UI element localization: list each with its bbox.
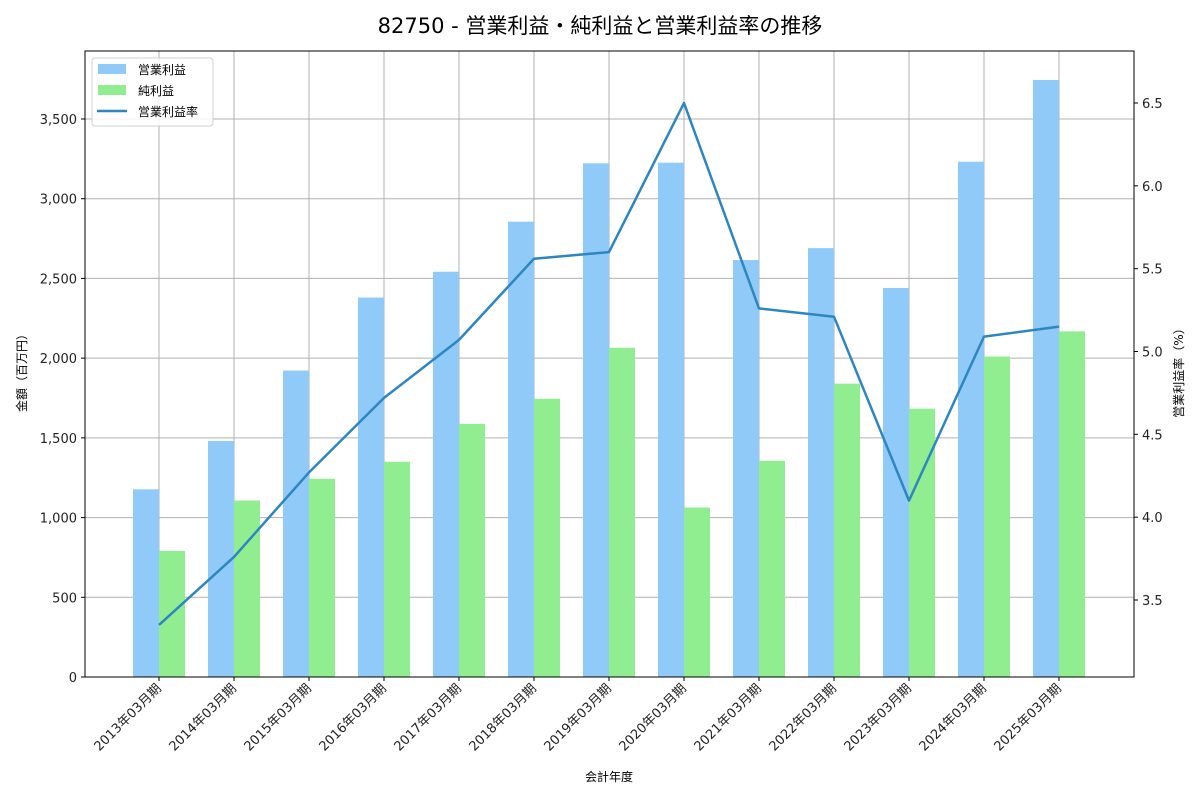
bar-operating-profit xyxy=(808,248,834,677)
y-axis-left-label: 金額（百万円） xyxy=(14,328,29,412)
y-tick-label: 2,000 xyxy=(40,352,77,367)
x-axis: 2013年03月期 2014年03月期 2015年03月期 2016年03月期 2017… xyxy=(92,677,1065,755)
y-right-tick-label: 4.5 xyxy=(1142,428,1163,443)
bar-operating-profit xyxy=(508,221,534,677)
y-axis-right-label: 営業利益率（%） xyxy=(1171,322,1186,417)
chart-title: 82750 - 営業利益・純利益と営業利益率の推移 xyxy=(378,14,823,38)
line-operating-margin xyxy=(158,101,1060,626)
bar-net-profit xyxy=(384,461,410,677)
legend-label-net-profit: 純利益 xyxy=(138,84,174,98)
bar-net-profit xyxy=(834,383,860,677)
x-tick-label: 2023年03月期 xyxy=(842,681,915,754)
bar-operating-profit xyxy=(883,287,909,677)
bar-net-profit xyxy=(309,478,335,677)
x-tick-label: 2019年03月期 xyxy=(542,681,615,754)
x-tick-label: 2016年03月期 xyxy=(317,681,390,754)
bar-operating-profit xyxy=(208,441,234,677)
y-right-tick-label: 6.5 xyxy=(1142,97,1163,112)
legend: 営業利益 純利益 営業利益率 xyxy=(91,57,214,127)
bar-net-profit xyxy=(1059,331,1085,677)
bar-net-profit xyxy=(534,398,560,677)
x-tick-label: 2015年03月期 xyxy=(242,681,315,754)
y-right-tick-label: 6.0 xyxy=(1142,180,1163,195)
bar-net-profit xyxy=(234,500,260,677)
line-series xyxy=(158,101,1060,626)
x-tick-label: 2024年03月期 xyxy=(917,681,990,754)
y-tick-label: 3,500 xyxy=(40,113,77,128)
bar-net-profit xyxy=(459,423,485,677)
x-axis-label: 会計年度 xyxy=(585,769,633,784)
y-right-tick-label: 3.5 xyxy=(1142,594,1163,609)
legend-swatch-net-profit xyxy=(98,85,126,95)
bar-operating-profit xyxy=(133,489,159,677)
bar-net-profit xyxy=(984,356,1010,677)
x-tick-label: 2013年03月期 xyxy=(92,681,165,754)
legend-swatch-operating-profit xyxy=(98,64,126,74)
bar-operating-profit xyxy=(733,260,759,677)
x-tick-label: 2017年03月期 xyxy=(392,681,465,754)
bar-operating-profit xyxy=(1033,79,1059,677)
x-tick-label: 2025年03月期 xyxy=(992,681,1065,754)
y-right-tick-label: 5.0 xyxy=(1142,346,1163,361)
x-tick-label: 2020年03月期 xyxy=(617,681,690,754)
bar-operating-profit xyxy=(958,161,984,677)
y-tick-label: 1,500 xyxy=(40,432,77,447)
bar-series xyxy=(133,79,1085,678)
x-tick-label: 2021年03月期 xyxy=(692,681,765,754)
bar-net-profit xyxy=(609,347,635,677)
bar-operating-profit xyxy=(283,370,309,677)
y-tick-label: 1,000 xyxy=(40,512,77,527)
y-axis-right: 3.5 4.0 4.5 5.0 5.5 6.0 6.5 xyxy=(1134,97,1163,609)
y-tick-label: 0 xyxy=(69,671,77,686)
bar-operating-profit xyxy=(358,297,384,677)
bar-operating-profit xyxy=(583,163,609,677)
legend-label-operating-profit: 営業利益 xyxy=(138,63,186,77)
bar-net-profit xyxy=(909,408,935,677)
bar-net-profit xyxy=(684,507,710,677)
bar-operating-profit xyxy=(433,271,459,677)
y-axis-left: 0 500 1,000 1,500 2,000 2,500 3,000 3,500 xyxy=(40,113,85,686)
x-tick-label: 2022年03月期 xyxy=(767,681,840,754)
x-tick-label: 2018年03月期 xyxy=(467,681,540,754)
y-tick-label: 500 xyxy=(52,591,77,606)
legend-box xyxy=(91,57,214,127)
bar-operating-profit xyxy=(658,162,684,678)
y-right-tick-label: 4.0 xyxy=(1142,511,1163,526)
y-right-tick-label: 5.5 xyxy=(1142,263,1163,278)
y-tick-label: 2,500 xyxy=(40,272,77,287)
bar-net-profit xyxy=(759,460,785,677)
legend-label-operating-margin: 営業利益率 xyxy=(138,104,198,119)
y-tick-label: 3,000 xyxy=(40,193,77,208)
x-tick-label: 2014年03月期 xyxy=(167,681,240,754)
